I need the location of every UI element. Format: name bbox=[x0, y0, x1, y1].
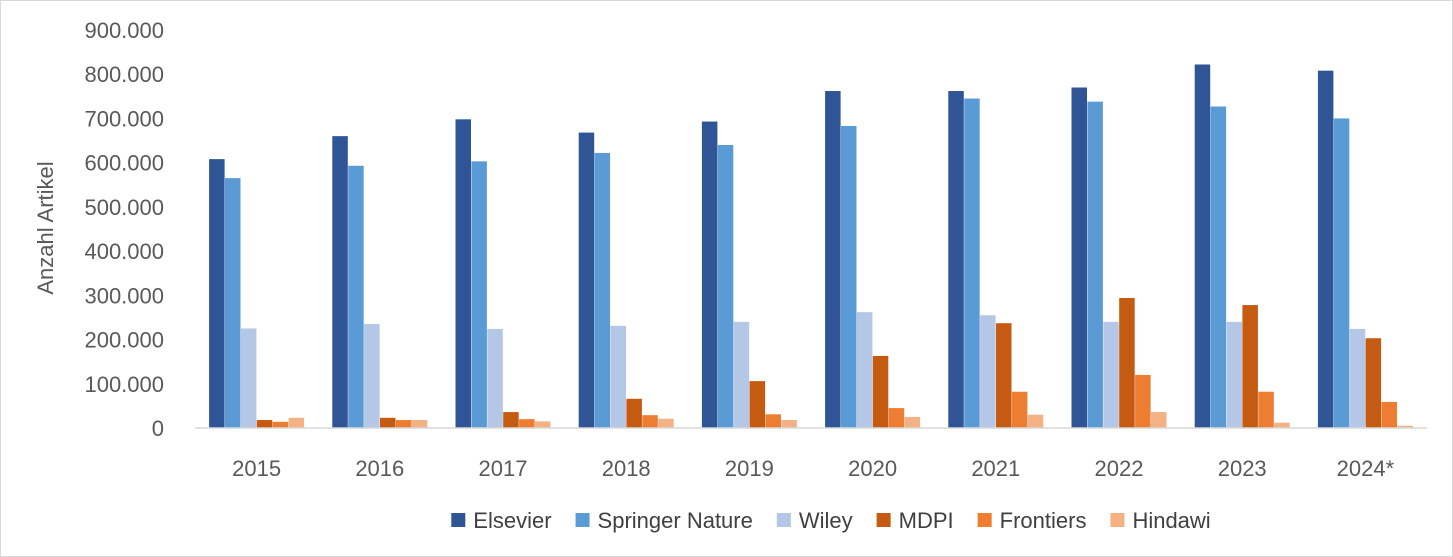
legend: Elsevier Springer Nature Wiley MDPI Frontier… bbox=[451, 508, 1211, 533]
legend-swatch-mdpi bbox=[876, 513, 891, 527]
bar-mdpi-2019 bbox=[749, 381, 766, 428]
bar-elsevier-2022 bbox=[1071, 87, 1087, 428]
bar-frontiers-2015 bbox=[272, 421, 289, 428]
legend-label-hindawi: Hindawi bbox=[1132, 508, 1210, 533]
bars bbox=[209, 64, 1413, 429]
bar-elsevier-2017 bbox=[455, 119, 471, 428]
bar-springer-nature-2019 bbox=[717, 144, 734, 428]
bar-hindawi-2017 bbox=[535, 421, 551, 428]
bar-wiley-2018 bbox=[610, 325, 626, 428]
legend-swatch-frontiers bbox=[977, 513, 992, 527]
bar-hindawi-2019 bbox=[781, 420, 797, 428]
bar-elsevier-2015 bbox=[209, 159, 225, 428]
y-tick-label: 600.000 bbox=[84, 151, 164, 176]
y-tick-label: 900.000 bbox=[84, 18, 164, 43]
bar-hindawi-2024 bbox=[1397, 425, 1413, 428]
bar-springer-nature-2022 bbox=[1087, 101, 1103, 428]
bar-elsevier-2019 bbox=[701, 121, 718, 428]
bar-elsevier-2023 bbox=[1194, 64, 1211, 428]
bar-hindawi-2018 bbox=[658, 418, 674, 428]
y-tick-label: 800.000 bbox=[84, 62, 164, 87]
bar-mdpi-2023 bbox=[1242, 305, 1258, 428]
x-tick-label: 2023 bbox=[1218, 456, 1267, 481]
legend-swatch-springer-nature bbox=[575, 513, 590, 527]
bar-wiley-2022 bbox=[1103, 321, 1119, 428]
bar-frontiers-2017 bbox=[519, 419, 535, 428]
legend-label-wiley: Wiley bbox=[799, 508, 853, 533]
bar-wiley-2019 bbox=[733, 321, 750, 428]
bar-mdpi-2022 bbox=[1119, 297, 1135, 428]
x-tick-label: 2024* bbox=[1337, 456, 1395, 481]
bar-elsevier-2018 bbox=[578, 132, 595, 428]
bar-frontiers-2016 bbox=[395, 420, 412, 428]
y-tick-label: 300.000 bbox=[84, 283, 164, 308]
bar-mdpi-2017 bbox=[503, 412, 519, 428]
bar-hindawi-2023 bbox=[1274, 422, 1290, 428]
bar-springer-nature-2021 bbox=[964, 98, 980, 429]
bar-wiley-2017 bbox=[487, 328, 503, 428]
bar-springer-nature-2017 bbox=[471, 161, 487, 428]
y-tick-labels: 0 100.000 200.000 300.000 400.000 500.000 600.… bbox=[84, 18, 164, 441]
bar-wiley-2015 bbox=[240, 328, 257, 428]
legend-label-frontiers: Frontiers bbox=[1000, 508, 1087, 533]
bar-mdpi-2015 bbox=[256, 420, 273, 428]
x-tick-label: 2020 bbox=[848, 456, 897, 481]
bar-springer-nature-2018 bbox=[594, 152, 611, 428]
y-tick-label: 200.000 bbox=[84, 328, 164, 353]
bar-frontiers-2024 bbox=[1381, 401, 1397, 428]
bar-hindawi-2021 bbox=[1027, 414, 1044, 428]
bar-springer-nature-2020 bbox=[841, 125, 857, 428]
bar-elsevier-2021 bbox=[948, 91, 964, 428]
y-tick-label: 400.000 bbox=[84, 239, 164, 264]
bar-elsevier-2016 bbox=[332, 136, 348, 428]
bar-springer-nature-2015 bbox=[225, 178, 241, 428]
bar-frontiers-2021 bbox=[1011, 391, 1028, 428]
bar-frontiers-2019 bbox=[765, 414, 781, 428]
x-tick-label: 2017 bbox=[479, 456, 528, 481]
bar-wiley-2023 bbox=[1226, 321, 1242, 428]
y-axis-title: Anzahl Artikel bbox=[33, 161, 58, 294]
bar-springer-nature-2024 bbox=[1333, 118, 1350, 428]
bar-wiley-2020 bbox=[856, 312, 873, 428]
legend-label-elsevier: Elsevier bbox=[473, 508, 551, 533]
y-tick-label: 0 bbox=[152, 416, 164, 441]
x-tick-label: 2015 bbox=[232, 456, 281, 481]
x-tick-labels: 2015 2016 2017 2018 2019 2020 2021 2022 2023 2024… bbox=[232, 456, 1394, 481]
y-tick-label: 700.000 bbox=[84, 106, 164, 131]
bar-wiley-2024 bbox=[1349, 328, 1366, 428]
bar-mdpi-2016 bbox=[380, 417, 396, 428]
legend-label-springer-nature: Springer Nature bbox=[598, 508, 753, 533]
x-tick-label: 2022 bbox=[1095, 456, 1144, 481]
bar-elsevier-2020 bbox=[825, 91, 841, 428]
bar-frontiers-2023 bbox=[1258, 391, 1274, 428]
legend-label-mdpi: MDPI bbox=[899, 508, 954, 533]
bar-frontiers-2020 bbox=[888, 408, 905, 428]
bar-springer-nature-2016 bbox=[348, 165, 364, 429]
bar-springer-nature-2023 bbox=[1210, 106, 1227, 428]
bar-wiley-2021 bbox=[980, 315, 996, 428]
bar-mdpi-2018 bbox=[626, 398, 642, 428]
legend-swatch-elsevier bbox=[451, 513, 466, 527]
bar-hindawi-2022 bbox=[1151, 412, 1167, 428]
bar-hindawi-2020 bbox=[904, 416, 921, 428]
bar-hindawi-2016 bbox=[411, 420, 428, 428]
bar-mdpi-2020 bbox=[872, 355, 889, 428]
bar-elsevier-2024 bbox=[1317, 70, 1334, 428]
bar-mdpi-2021 bbox=[996, 323, 1012, 428]
bar-frontiers-2022 bbox=[1135, 374, 1151, 428]
bar-mdpi-2024 bbox=[1365, 338, 1382, 428]
x-tick-label: 2018 bbox=[602, 456, 651, 481]
legend-swatch-hindawi bbox=[1110, 513, 1125, 527]
x-tick-label: 2016 bbox=[355, 456, 404, 481]
bar-wiley-2016 bbox=[364, 324, 380, 428]
x-tick-label: 2019 bbox=[725, 456, 774, 481]
x-tick-label: 2021 bbox=[971, 456, 1020, 481]
bar-hindawi-2015 bbox=[288, 417, 305, 428]
legend-swatch-wiley bbox=[776, 513, 791, 527]
y-tick-label: 100.000 bbox=[84, 372, 164, 397]
bar-frontiers-2018 bbox=[642, 415, 658, 428]
y-tick-label: 500.000 bbox=[84, 195, 164, 220]
